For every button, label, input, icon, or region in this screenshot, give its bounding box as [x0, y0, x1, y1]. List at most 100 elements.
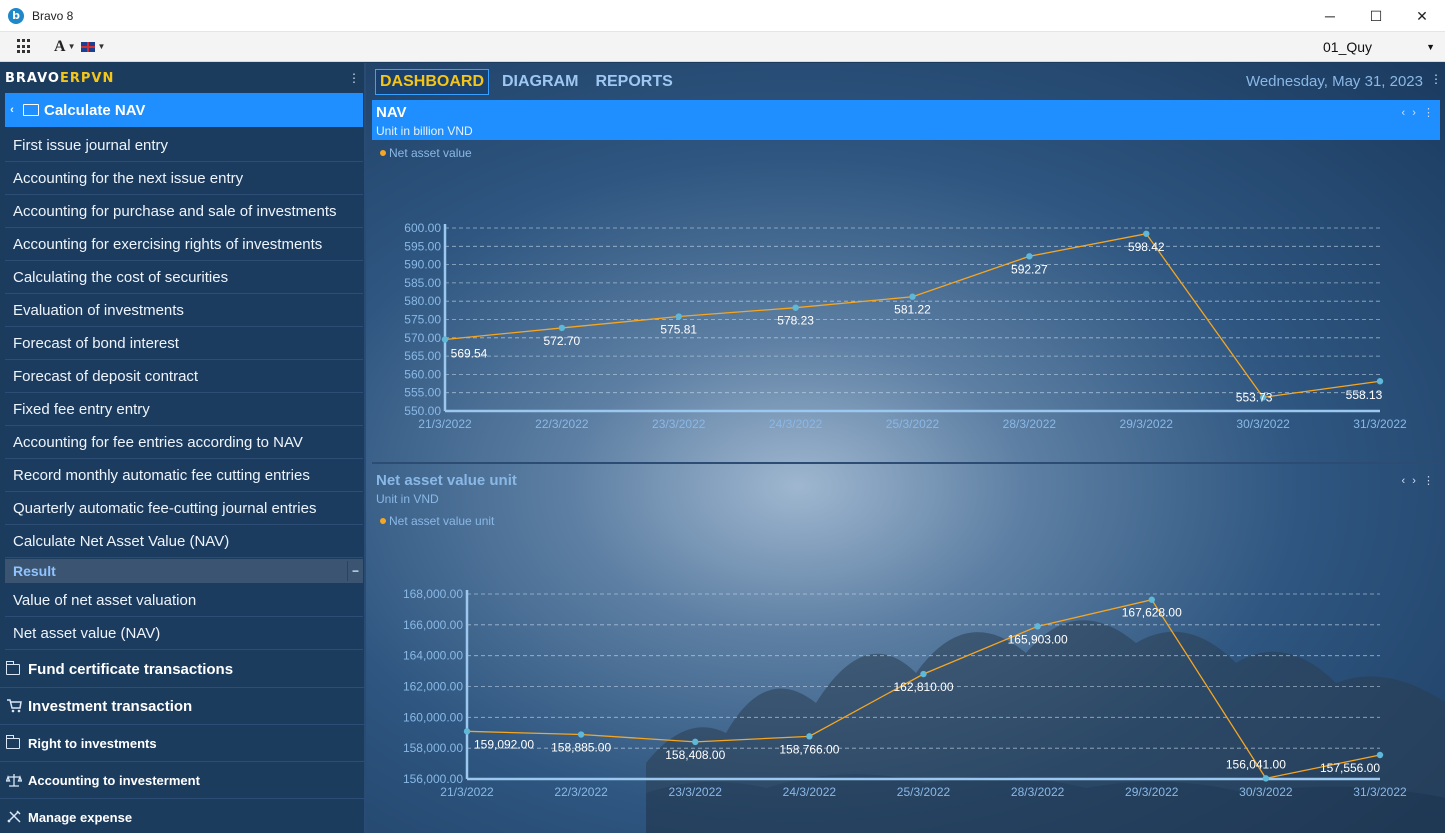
- panel-nav-controls[interactable]: ‹ › ⋮: [1401, 475, 1436, 487]
- result-section-header[interactable]: Result −: [5, 559, 363, 583]
- data-point: [1259, 394, 1267, 401]
- font-size-button[interactable]: A: [54, 37, 66, 55]
- group-accounting-investment[interactable]: Accounting to investerment: [0, 762, 364, 799]
- x-tick-label: 24/3/2022: [783, 785, 837, 799]
- menu-item-exercising-rights[interactable]: Accounting for exercising rights of inve…: [5, 228, 363, 261]
- window-controls: ─ ☐ ✕: [1307, 0, 1445, 32]
- uk-flag-icon[interactable]: [81, 41, 96, 52]
- nav-unit-chart-title: Net asset value unit: [376, 472, 517, 489]
- data-point: [1376, 751, 1384, 759]
- nav-unit-chart-subtitle: Unit in VND: [376, 492, 439, 506]
- scale-icon: [6, 773, 24, 787]
- group-manage-expense[interactable]: Manage expense: [0, 799, 364, 833]
- folder-icon: [5, 660, 24, 675]
- group-label: Manage expense: [28, 809, 133, 825]
- menu-item-next-issue[interactable]: Accounting for the next issue entry: [5, 162, 363, 195]
- x-tick-label: 23/3/2022: [652, 417, 706, 431]
- data-label: 575.81: [660, 323, 697, 337]
- app-grid-icon[interactable]: [17, 39, 32, 54]
- group-label: Investment transaction: [28, 697, 193, 715]
- data-point: [675, 313, 682, 320]
- data-point: [909, 293, 916, 300]
- nav-line-chart: 550.00 555.00 560.00 565.00 570.00 575.00 580.…: [404, 221, 1407, 431]
- module-group-list: Fund certificate transactions Investment…: [0, 651, 364, 833]
- sidebar: BRAVOERPVN ⋮ ‹ Calculate NAV First issue…: [0, 63, 366, 833]
- menu-item-fixed-fee[interactable]: Fixed fee entry entry: [5, 393, 363, 426]
- result-item-nav[interactable]: Net asset value (NAV): [5, 617, 363, 650]
- y-tick-label: 550.00: [404, 404, 441, 418]
- x-tick-label: 24/3/2022: [769, 417, 823, 431]
- y-tick-label: 600.00: [404, 221, 441, 235]
- y-tick-label: 575.00: [404, 313, 441, 327]
- panel-splitter[interactable]: [372, 462, 1440, 464]
- back-chevron-icon[interactable]: ‹: [10, 104, 14, 116]
- toolbar: A ▼ ▼ 01_Quy ▼: [0, 32, 1445, 62]
- data-label: 553.73: [1236, 390, 1273, 404]
- x-tick-label: 28/3/2022: [1011, 785, 1065, 799]
- module-header[interactable]: ‹ Calculate NAV: [5, 93, 363, 127]
- current-date: Wednesday, May 31, 2023: [1245, 73, 1423, 90]
- group-investment-transaction[interactable]: Investment transaction: [0, 688, 364, 725]
- cart-icon: [6, 699, 24, 713]
- group-label: Fund certificate transactions: [28, 660, 234, 678]
- x-tick-label: 30/3/2022: [1239, 785, 1293, 799]
- data-label: 159,092.00: [474, 737, 534, 751]
- menu-item-purchase-sale[interactable]: Accounting for purchase and sale of inve…: [5, 195, 363, 228]
- minimize-button[interactable]: ─: [1325, 8, 1335, 24]
- group-fund-certificate[interactable]: Fund certificate transactions: [0, 651, 364, 688]
- collapse-icon[interactable]: −: [347, 561, 363, 581]
- y-tick-label: 162,000.00: [403, 680, 463, 694]
- nav-chart-panel: NAV Unit in billion VND ‹ › ⋮ Net asset …: [372, 100, 1440, 460]
- period-select[interactable]: 01_Quy ▼: [1319, 35, 1439, 59]
- data-label: 167,628.00: [1122, 606, 1182, 620]
- data-point: [1143, 230, 1150, 237]
- legend-label: Net asset value unit: [389, 514, 495, 528]
- menu-item-bond-interest[interactable]: Forecast of bond interest: [5, 327, 363, 360]
- chevron-down-icon[interactable]: ▼: [97, 42, 106, 51]
- group-label: Right to investments: [28, 735, 157, 751]
- menu-item-first-issue[interactable]: First issue journal entry: [5, 129, 363, 162]
- data-label: 578.23: [777, 314, 814, 328]
- data-point: [577, 731, 585, 738]
- menu-item-deposit-contract[interactable]: Forecast of deposit contract: [5, 360, 363, 393]
- close-button[interactable]: ✕: [1416, 7, 1428, 24]
- x-tick-label: 30/3/2022: [1236, 417, 1290, 431]
- menu-item-calculate-nav[interactable]: Calculate Net Asset Value (NAV): [5, 525, 363, 558]
- tab-reports[interactable]: REPORTS: [595, 73, 673, 90]
- menu-item-fee-nav[interactable]: Accounting for fee entries according to …: [5, 426, 363, 459]
- chevron-down-icon[interactable]: ▼: [67, 42, 76, 51]
- data-point: [441, 336, 449, 343]
- menu-item-quarterly-fee[interactable]: Quarterly automatic fee-cutting journal …: [5, 492, 363, 525]
- tab-diagram[interactable]: DIAGRAM: [502, 73, 579, 90]
- tab-dashboard[interactable]: DASHBOARD: [375, 69, 489, 95]
- nav-legend: Net asset value: [380, 146, 472, 160]
- data-point: [792, 304, 799, 311]
- sidebar-menu-dots-icon[interactable]: ⋮: [348, 71, 360, 85]
- menu-item-evaluation[interactable]: Evaluation of investments: [5, 294, 363, 327]
- y-tick-label: 580.00: [404, 294, 441, 308]
- result-item-valuation[interactable]: Value of net asset valuation: [5, 584, 363, 617]
- maximize-button[interactable]: ☐: [1369, 7, 1383, 24]
- data-label: 158,408.00: [665, 748, 725, 762]
- y-tick-label: 156,000.00: [403, 772, 463, 786]
- data-point: [1034, 623, 1041, 630]
- x-tick-label: 25/3/2022: [897, 785, 951, 799]
- tools-icon: [6, 810, 24, 824]
- x-tick-label: 21/3/2022: [418, 417, 472, 431]
- data-point: [806, 733, 813, 740]
- title-bar: b Bravo 8 ─ ☐ ✕: [0, 0, 1445, 32]
- result-section-title: Result: [13, 563, 56, 579]
- menu-item-monthly-fee[interactable]: Record monthly automatic fee cutting ent…: [5, 459, 363, 492]
- group-right-to-investments[interactable]: Right to investments: [0, 725, 364, 762]
- nav-unit-chart-panel: Net asset value unit Unit in VND ‹ › ⋮ N…: [372, 468, 1440, 830]
- x-tick-label: 21/3/2022: [440, 785, 494, 799]
- data-label: 162,810.00: [893, 680, 953, 694]
- panel-nav-controls[interactable]: ‹ › ⋮: [1401, 107, 1436, 119]
- x-tick-label: 23/3/2022: [669, 785, 723, 799]
- data-point: [558, 324, 566, 332]
- main-menu-dots-icon[interactable]: ⋮: [1430, 72, 1442, 86]
- window-title: Bravo 8: [32, 8, 74, 23]
- y-tick-label: 570.00: [404, 331, 441, 345]
- period-select-value: 01_Quy: [1323, 39, 1373, 55]
- menu-item-cost-of-securities[interactable]: Calculating the cost of securities: [5, 261, 363, 294]
